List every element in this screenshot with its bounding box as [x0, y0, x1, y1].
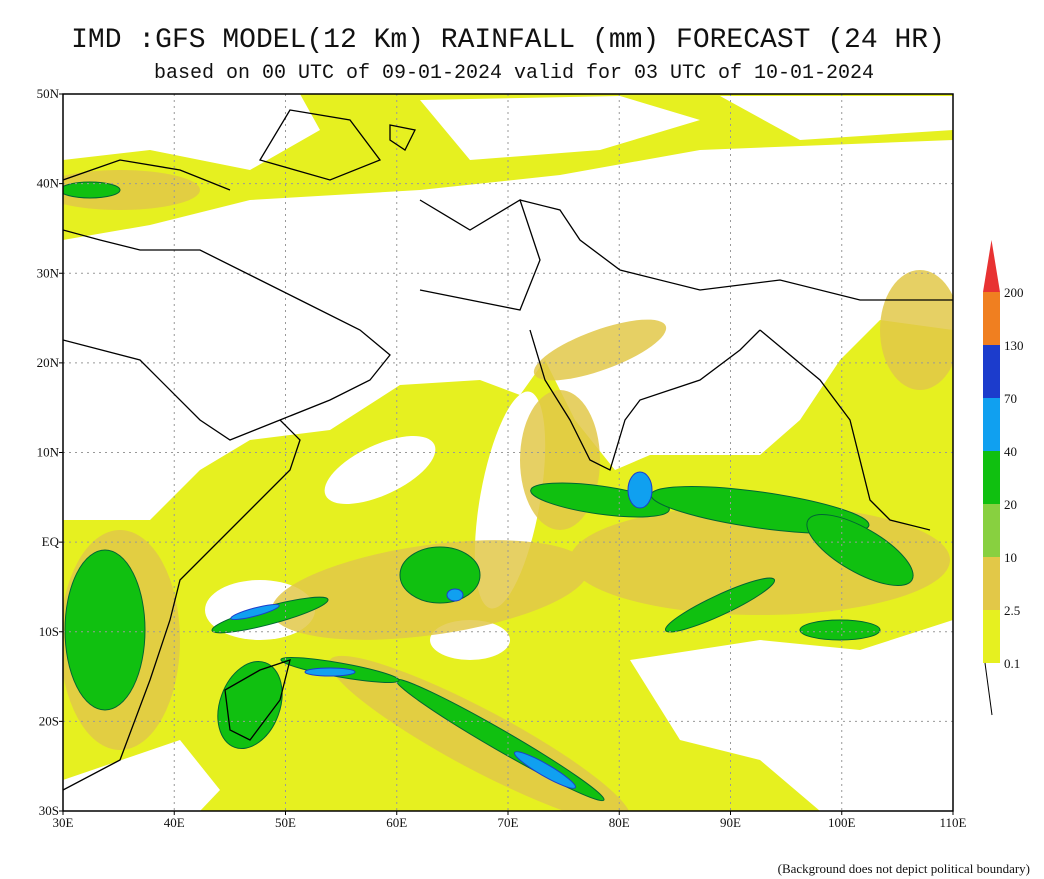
subtitle: based on 00 UTC of 09-01-2024 valid for …	[154, 62, 874, 85]
map	[63, 94, 953, 811]
legend-label: 40	[1004, 444, 1017, 459]
lon-label: 50E	[275, 815, 296, 830]
legend-label: 200	[1004, 285, 1024, 300]
lon-label: 110E	[940, 815, 967, 830]
legend-swatch	[983, 610, 1000, 663]
legend-swatch	[983, 345, 1000, 398]
legend-label: 2.5	[1004, 603, 1020, 618]
legend-swatch	[983, 398, 1000, 451]
legend-pointer	[984, 662, 993, 716]
legend-label: 130	[1004, 338, 1024, 353]
lat-label: 10N	[37, 445, 60, 460]
lon-label: 80E	[609, 815, 630, 830]
title: IMD :GFS MODEL(12 Km) RAINFALL (mm) FORE…	[71, 25, 945, 56]
lat-label: 20N	[37, 355, 60, 370]
lat-label: EQ	[42, 534, 60, 549]
legend-label: 0.1	[1004, 656, 1020, 671]
lat-label: 30N	[37, 265, 60, 280]
legend-label: 20	[1004, 497, 1017, 512]
lat-label: 40N	[37, 176, 60, 191]
legend-label: 70	[1004, 391, 1017, 406]
legend-swatch	[983, 292, 1000, 345]
legend-swatch	[983, 504, 1000, 557]
lon-label: 60E	[386, 815, 407, 830]
lon-label: 70E	[498, 815, 519, 830]
legend-swatch	[983, 557, 1000, 610]
lon-label: 30E	[53, 815, 74, 830]
lat-label: 30S	[39, 803, 59, 818]
lon-label: 90E	[720, 815, 741, 830]
legend-swatch	[983, 240, 1000, 292]
lon-label: 40E	[164, 815, 185, 830]
footnote: (Background does not depict political bo…	[778, 861, 1030, 876]
lon-label: 100E	[828, 815, 856, 830]
legend-swatch	[983, 451, 1000, 504]
lat-label: 20S	[39, 713, 59, 728]
lat-label: 50N	[37, 86, 60, 101]
lat-label: 10S	[39, 624, 59, 639]
legend-label: 10	[1004, 550, 1017, 565]
